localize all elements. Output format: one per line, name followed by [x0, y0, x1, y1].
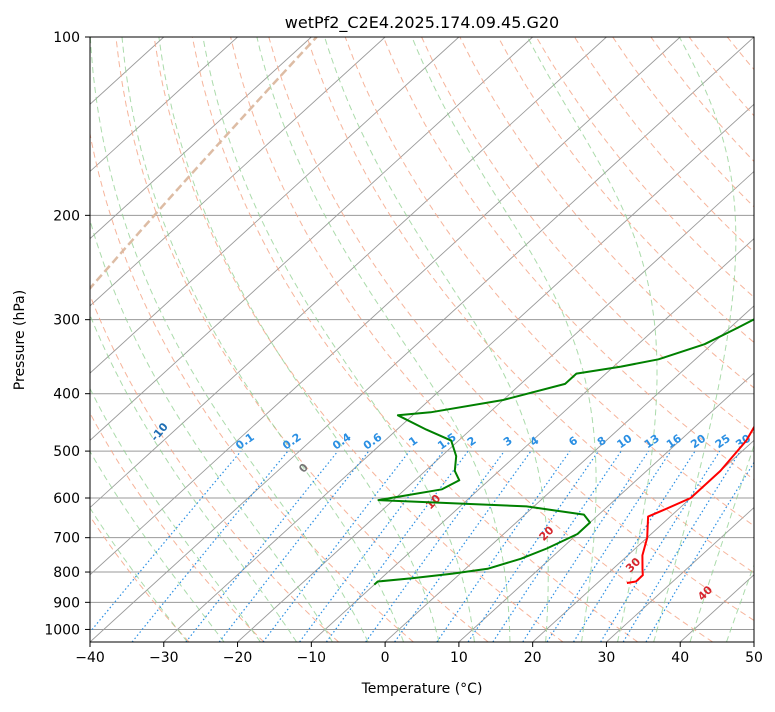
- y-tick-label: 500: [53, 444, 80, 460]
- y-tick-label: 700: [53, 531, 80, 547]
- x-tick-label: −10: [297, 650, 327, 666]
- x-tick-label: 0: [381, 650, 390, 666]
- x-tick-label: 30: [598, 650, 616, 666]
- x-tick-label: 40: [671, 650, 689, 666]
- y-tick-label: 800: [53, 565, 80, 581]
- x-tick-label: 50: [745, 650, 763, 666]
- x-axis-label: Temperature (°C): [361, 681, 483, 697]
- chart-title: wetPf2_C2E4.2025.174.09.45.G20: [285, 13, 559, 33]
- x-tick-label: −40: [75, 650, 105, 666]
- x-tick-label: −30: [149, 650, 179, 666]
- x-tick-label: −20: [223, 650, 253, 666]
- y-tick-label: 200: [53, 208, 80, 224]
- y-tick-label: 600: [53, 491, 80, 507]
- y-tick-label: 300: [53, 313, 80, 329]
- y-tick-label: 1000: [44, 622, 80, 638]
- y-tick-label: 400: [53, 387, 80, 403]
- x-tick-label: 10: [450, 650, 468, 666]
- x-tick-label: 20: [524, 650, 542, 666]
- y-axis-label: Pressure (hPa): [12, 290, 28, 390]
- y-tick-label: 100: [53, 30, 80, 46]
- y-tick-label: 900: [53, 595, 80, 611]
